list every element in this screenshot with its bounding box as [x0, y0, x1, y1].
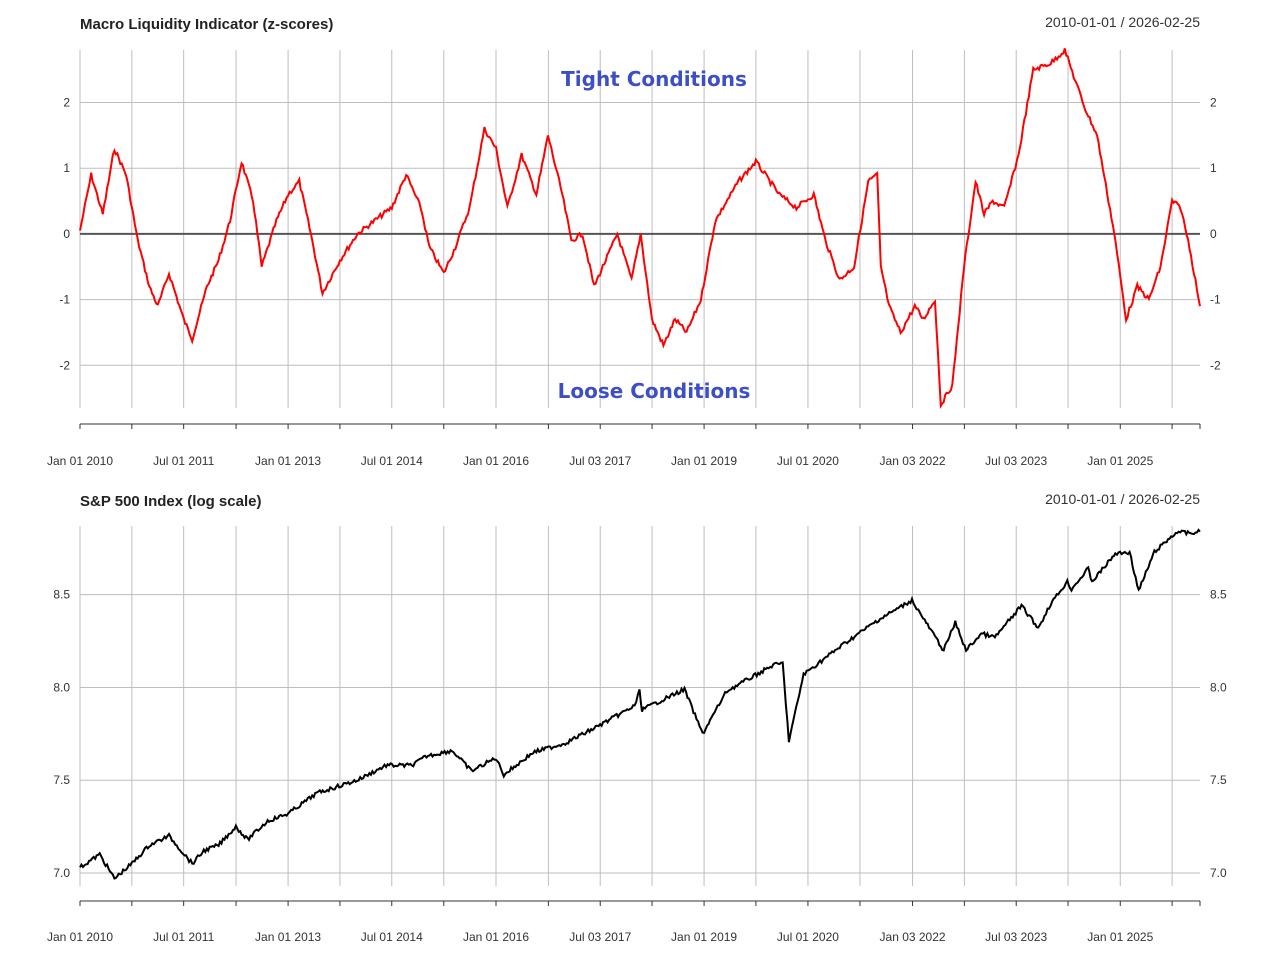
liquidity-y-axis: 2 2 1 1 0 0 -1 -1 -2 -2	[59, 96, 1221, 373]
y-tick-label-left: 2	[63, 96, 70, 110]
liquidity-x-axis: Jan 01 2010 Jul 01 2011 Jan 01 2013 Jul 01 …	[47, 423, 1201, 468]
y-tick-label-left: -1	[59, 293, 70, 307]
x-tick-label: Jul 01 2014	[361, 930, 423, 944]
x-tick-label: Jul 01 2020	[777, 930, 839, 944]
x-tick-label: Jul 03 2017	[569, 930, 631, 944]
y-tick-label-left: 1	[63, 161, 70, 175]
x-tick-label: Jul 01 2011	[153, 454, 214, 468]
x-tick-label: Jan 01 2010	[47, 930, 113, 944]
x-tick-label: Jul 01 2020	[777, 454, 839, 468]
x-tick-label: Jan 01 2016	[463, 454, 529, 468]
liquidity-panel: 2 21 10 0-1 -1-2 -2 Jan 01 2010 Jul 01 2011 Jan…	[47, 14, 1221, 468]
y-tick-label-right: 2	[1210, 96, 1217, 110]
x-tick-label: Jan 01 2010	[47, 454, 113, 468]
loose-conditions-annotation: Loose Conditions	[558, 379, 751, 403]
x-tick-label: Jul 03 2023	[985, 454, 1047, 468]
tight-conditions-annotation: Tight Conditions	[561, 67, 747, 91]
y-tick-label-left: -2	[59, 358, 70, 372]
sp500-chart-title: S&P 500 Index (log scale)	[80, 493, 261, 510]
x-tick-label: Jul 03 2017	[569, 454, 631, 468]
x-tick-label: Jan 01 2013	[255, 930, 321, 944]
x-tick-label: Jan 01 2013	[255, 454, 321, 468]
x-tick-label: Jan 03 2022	[880, 930, 946, 944]
y-tick-label-left: 8.0	[53, 680, 70, 694]
liquidity-chart-title: Macro Liquidity Indicator (z-scores)	[80, 16, 333, 33]
y-tick-label-left: 7.5	[53, 773, 70, 787]
sp500-y-axis: 8.5 8.5 8.0 8.0 7.5 7.5 7.0 7.0	[53, 588, 1227, 880]
y-tick-label-left: 0	[63, 227, 70, 241]
y-tick-label-right: 8.5	[1210, 588, 1227, 602]
y-tick-label-right: 7.0	[1210, 866, 1227, 880]
y-tick-label-right: -1	[1210, 293, 1221, 307]
liquidity-grid	[79, 50, 1200, 408]
y-tick-label-left: 8.5	[53, 588, 70, 602]
sp500-series-line	[79, 528, 1201, 880]
y-tick-label-right: 1	[1210, 161, 1217, 175]
sp500-grid	[79, 526, 1200, 886]
y-tick-label-left: 7.0	[53, 866, 70, 880]
sp500-x-axis: Jan 01 2010 Jul 01 2011 Jan 01 2013 Jul 01 …	[47, 900, 1201, 944]
x-tick-label: Jul 01 2014	[361, 454, 423, 468]
x-tick-label: Jan 03 2022	[880, 454, 946, 468]
x-tick-label: Jan 01 2025	[1087, 454, 1153, 468]
sp500-panel: 8.5 8.5 8.0 8.0 7.5 7.5 7.0 7.0 Jan 01 2010 Jul …	[47, 491, 1227, 944]
liquidity-series-line	[79, 48, 1201, 410]
x-tick-label: Jan 01 2019	[671, 454, 737, 468]
y-tick-label-right: 0	[1210, 227, 1217, 241]
y-tick-label-right: 8.0	[1210, 680, 1227, 694]
x-tick-label: Jan 01 2025	[1087, 930, 1153, 944]
x-tick-label: Jul 01 2011	[153, 930, 214, 944]
liquidity-date-range: 2010-01-01 / 2026-02-25	[1045, 14, 1200, 30]
x-tick-label: Jan 01 2019	[671, 930, 737, 944]
x-tick-label: Jul 03 2023	[985, 930, 1047, 944]
sp500-date-range: 2010-01-01 / 2026-02-25	[1045, 491, 1200, 507]
y-tick-label-right: 7.5	[1210, 773, 1227, 787]
x-tick-label: Jan 01 2016	[463, 930, 529, 944]
y-tick-label-right: -2	[1210, 358, 1221, 372]
